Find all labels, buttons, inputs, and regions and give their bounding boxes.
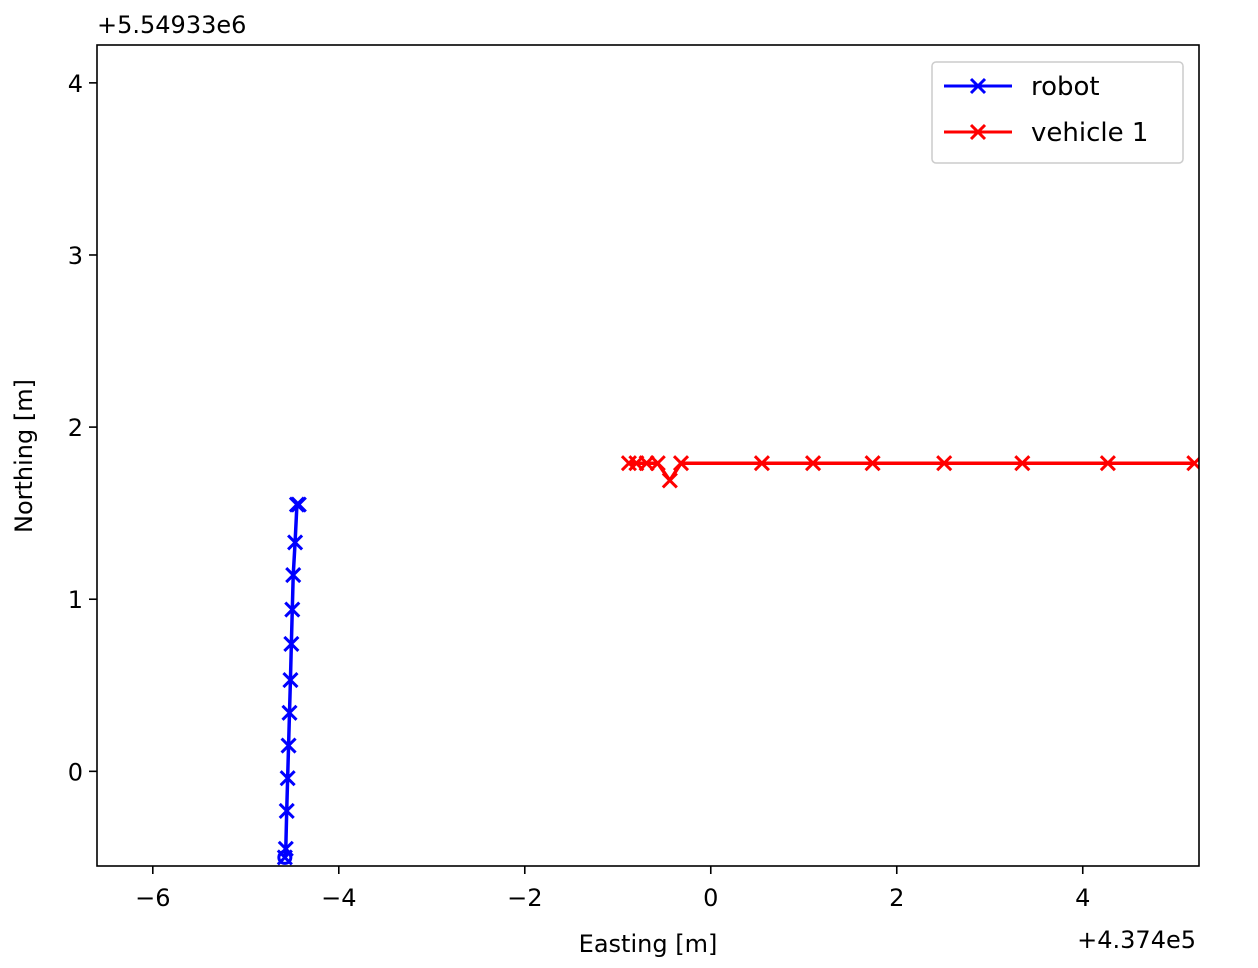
x-tick-label: −2 [507, 884, 542, 912]
y-tick-label: 1 [68, 586, 83, 614]
y-tick-label: 4 [68, 70, 83, 98]
series-2-point [1186, 455, 1199, 472]
legend-marker [969, 77, 987, 95]
data-layer [276, 455, 1199, 866]
legend-entry: vehicle 1 [944, 118, 1148, 148]
series-2-point [672, 455, 690, 472]
series-2-point [661, 472, 678, 489]
x-tick-label: 0 [703, 884, 718, 912]
series-2-point [864, 455, 881, 472]
y-tick-label: 2 [68, 414, 83, 442]
series-1-point [285, 567, 302, 584]
series-2-point [805, 455, 822, 472]
series-1-point [279, 770, 296, 787]
y-offset-label: +5.54933e6 [97, 11, 246, 39]
x-axis: −6 −4 −2 0 2 4 [135, 866, 1090, 912]
x-tick-label: 4 [1075, 884, 1090, 912]
plot-frame [96, 44, 1200, 867]
series-1-point [284, 601, 301, 618]
series-2-point [649, 455, 666, 472]
x-tick-label: 2 [889, 884, 904, 912]
series-2-point [1014, 455, 1031, 472]
series-1-point [280, 737, 297, 754]
legend: robot vehicle 1 [931, 61, 1184, 164]
legend-label: robot [1031, 72, 1100, 102]
series-2-point [1099, 455, 1116, 472]
y-tick-label: 3 [68, 242, 83, 270]
y-axis: 0 1 2 3 4 [68, 70, 97, 786]
y-axis-label: Northing [m] [10, 379, 38, 533]
x-tick-label: −4 [321, 884, 356, 912]
legend-label: vehicle 1 [1031, 118, 1148, 148]
x-axis-label: Easting [m] [579, 930, 718, 958]
series-1-point [283, 635, 300, 653]
legend-entry: robot [944, 72, 1100, 102]
series-1-point [290, 496, 307, 513]
x-offset-label: +4.374e5 [1077, 926, 1196, 954]
y-tick-label: 0 [68, 758, 83, 786]
series-2-point [753, 455, 770, 472]
robot-start-point [277, 849, 293, 865]
legend-marker [969, 123, 987, 141]
series-1-point [282, 672, 299, 689]
series-1-point [281, 704, 298, 721]
series-1-point [287, 534, 304, 551]
series-1-point [278, 802, 295, 819]
x-tick-label: −6 [135, 884, 170, 912]
series-2-point [936, 455, 953, 472]
